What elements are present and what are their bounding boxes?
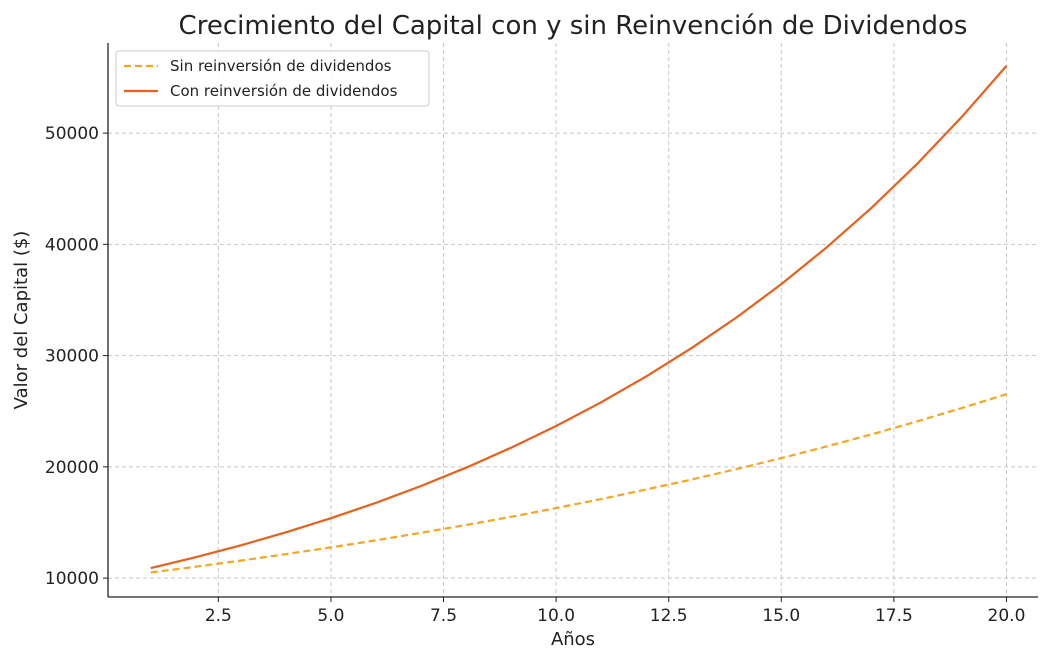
legend-label-2: Con reinversión de dividendos <box>170 82 398 100</box>
legend-label-1: Sin reinversión de dividendos <box>170 57 392 75</box>
y-tick-label: 30000 <box>45 347 99 367</box>
y-tick-label: 50000 <box>45 124 99 144</box>
x-tick-label: 10.0 <box>537 606 575 626</box>
series-lines <box>150 65 1008 574</box>
y-tick-label: 20000 <box>45 458 99 478</box>
x-tick-label: 2.5 <box>205 606 232 626</box>
x-tick-label: 17.5 <box>875 606 913 626</box>
x-axis-label: Años <box>551 629 595 650</box>
x-tick-label: 20.0 <box>988 606 1026 626</box>
series-line-1 <box>150 393 1007 574</box>
tick-labels: 2.5 5.0 7.5 10.0 12.5 15.0 17.5 20.0 10000 20000 3… <box>45 124 1025 626</box>
axes <box>107 43 1038 598</box>
grid-lines <box>108 43 1038 597</box>
legend-box <box>115 50 430 107</box>
chart-title: Crecimiento del Capital con y sin Reinve… <box>179 11 968 41</box>
series-line-2 <box>150 65 1008 570</box>
y-tick-label: 10000 <box>45 569 99 589</box>
x-tick-label: 12.5 <box>650 606 688 626</box>
x-tick-label: 5.0 <box>317 606 344 626</box>
y-tick-label: 40000 <box>45 235 99 255</box>
x-tick-label: 7.5 <box>430 606 457 626</box>
x-tick-label: 15.0 <box>762 606 800 626</box>
y-axis-label: Valor del Capital ($) <box>11 231 32 410</box>
legend: Sin reinversión de dividendos Con reinver… <box>115 50 430 107</box>
